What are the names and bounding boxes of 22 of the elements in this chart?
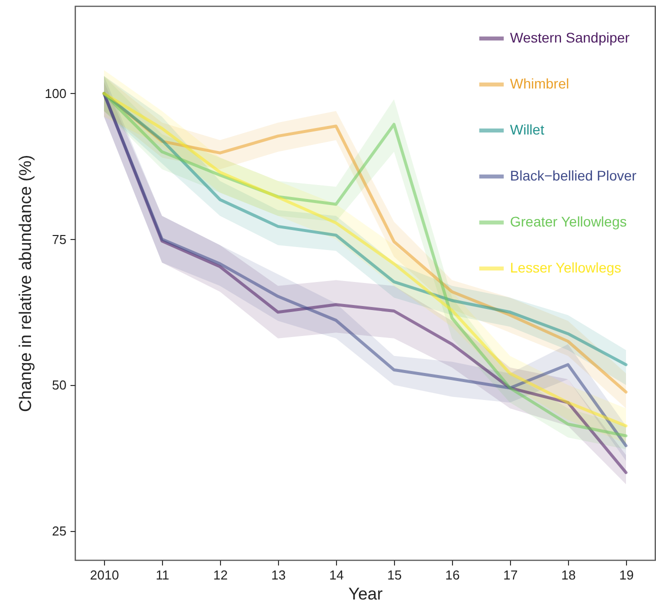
- x-tick-label: 11: [156, 568, 170, 582]
- legend-label: Willet: [510, 122, 544, 138]
- legend-label: Black−bellied Plover: [510, 168, 637, 184]
- x-tick-label: 2010: [90, 568, 119, 582]
- x-tick-label: 13: [271, 568, 286, 582]
- x-tick-label: 14: [329, 568, 344, 582]
- legend-label: Greater Yellowlegs: [510, 214, 627, 230]
- x-tick-label: 17: [503, 568, 518, 582]
- x-axis-title: Year: [348, 584, 384, 604]
- y-axis-title: Change in relative abundance (%): [16, 154, 35, 412]
- legend-label: Lesser Yellowlegs: [510, 260, 622, 276]
- x-tick-label: 12: [213, 568, 228, 582]
- y-tick-label: 75: [52, 232, 66, 247]
- legend-label: Western Sandpiper: [510, 30, 630, 46]
- y-tick-label: 100: [44, 86, 66, 101]
- legend-label: Whimbrel: [510, 76, 570, 92]
- x-tick-label: 16: [445, 568, 460, 582]
- x-tick-label: 18: [561, 568, 576, 582]
- x-tick-label: 15: [387, 568, 402, 582]
- y-tick-label: 50: [52, 378, 66, 393]
- y-tick-label: 25: [52, 523, 66, 538]
- x-tick-label: 19: [619, 568, 634, 582]
